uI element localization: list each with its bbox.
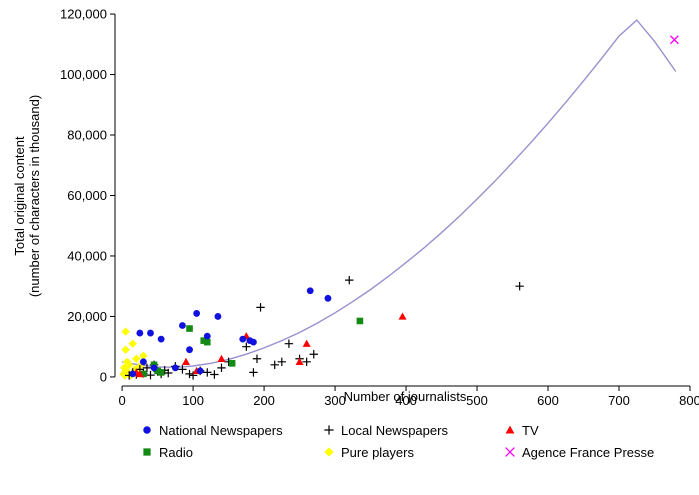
data-point <box>306 287 314 295</box>
data-point <box>121 345 130 354</box>
data-point <box>147 329 154 337</box>
data-point <box>203 338 211 346</box>
legend-marker <box>505 425 515 434</box>
legend-marker <box>143 448 151 456</box>
x-axis-label: Number of journalists <box>344 389 467 404</box>
data-point <box>140 370 147 378</box>
y-tick-label: 20,000 <box>67 309 107 324</box>
data-point <box>295 357 304 366</box>
data-point <box>309 350 318 359</box>
data-point <box>129 370 137 378</box>
data-point <box>154 367 161 375</box>
data-point <box>200 337 208 344</box>
x-tick-label: 0 <box>118 393 125 408</box>
data-point <box>515 282 524 291</box>
data-point <box>178 365 187 374</box>
axes: 0 20,000 40,000 60,000 80,000 100,000 120,000 0… <box>60 7 699 408</box>
legend-label: TV <box>522 423 539 438</box>
x-tick-label: 400 <box>395 393 417 408</box>
data-point <box>185 369 194 379</box>
data-point <box>171 364 179 372</box>
data-point <box>239 335 247 343</box>
legend-label: Radio <box>159 445 193 460</box>
data-point <box>242 342 251 351</box>
legend-marker <box>324 447 334 457</box>
data-point <box>132 354 141 363</box>
data-point <box>217 363 226 373</box>
legend-label: National Newspapers <box>159 423 283 438</box>
x-tick-label: 700 <box>608 393 630 408</box>
legend-marker <box>143 426 151 434</box>
data-point <box>270 360 279 370</box>
data-point <box>249 368 258 377</box>
data-point <box>228 360 236 367</box>
y-axis-label-line-1: Total original content <box>12 136 27 256</box>
y-tick-label: 120,000 <box>60 7 107 22</box>
data-point <box>252 354 262 363</box>
data-point <box>135 369 144 378</box>
data-point <box>669 35 679 45</box>
data-point <box>150 364 158 372</box>
data-point <box>146 370 155 380</box>
data-point <box>277 357 287 367</box>
data-point <box>188 371 198 380</box>
data-point <box>179 322 186 329</box>
data-point <box>186 346 193 354</box>
fit-curve-layer <box>121 19 677 369</box>
data-point <box>398 312 407 320</box>
x-tick-label: 600 <box>537 393 559 408</box>
data-point <box>203 368 212 377</box>
data-point <box>214 313 222 320</box>
y-tick-label: 100,000 <box>60 67 107 82</box>
x-tick-label: 200 <box>253 393 275 408</box>
data-point <box>139 358 147 366</box>
data-point <box>139 351 148 360</box>
data-point <box>128 339 137 348</box>
data-point <box>250 338 257 346</box>
legend-marker <box>505 447 515 457</box>
data-point <box>356 317 364 325</box>
data-point <box>302 339 311 347</box>
data-point <box>193 310 201 317</box>
data-point <box>203 332 211 340</box>
data-point <box>256 303 265 312</box>
data-point <box>157 335 165 343</box>
y-tick-label: 40,000 <box>67 248 107 263</box>
legend-label: Agence France Presse <box>522 445 654 460</box>
data-point <box>210 370 219 379</box>
data-points-layer <box>119 35 679 380</box>
data-point <box>345 275 354 285</box>
legend-label: Pure players <box>341 445 414 460</box>
data-point <box>142 363 152 373</box>
data-point <box>302 357 311 367</box>
data-point <box>157 369 165 376</box>
data-point <box>181 357 190 366</box>
data-point <box>124 360 134 370</box>
data-point <box>324 294 332 302</box>
y-axis-label-line-2: (number of characters in thousand) <box>27 95 42 297</box>
fit-curve <box>121 19 677 369</box>
y-tick-label: 60,000 <box>67 188 107 203</box>
y-tick-label: 0 <box>100 369 107 384</box>
data-point <box>196 367 204 375</box>
y-tick-label: 80,000 <box>67 128 107 143</box>
legend-marker <box>324 425 334 435</box>
data-point <box>164 368 173 378</box>
data-point <box>121 327 130 336</box>
data-point <box>284 339 294 348</box>
legend: National Newspapers Local Newspapers TV Rad… <box>143 423 654 460</box>
data-point <box>136 329 144 337</box>
legend-label: Local Newspapers <box>341 423 448 438</box>
data-point <box>186 325 193 332</box>
data-point <box>217 354 226 362</box>
x-tick-label: 100 <box>182 393 204 408</box>
x-tick-label: 500 <box>466 393 488 408</box>
x-tick-label: 300 <box>324 393 346 408</box>
x-tick-label: 800 <box>679 393 699 408</box>
